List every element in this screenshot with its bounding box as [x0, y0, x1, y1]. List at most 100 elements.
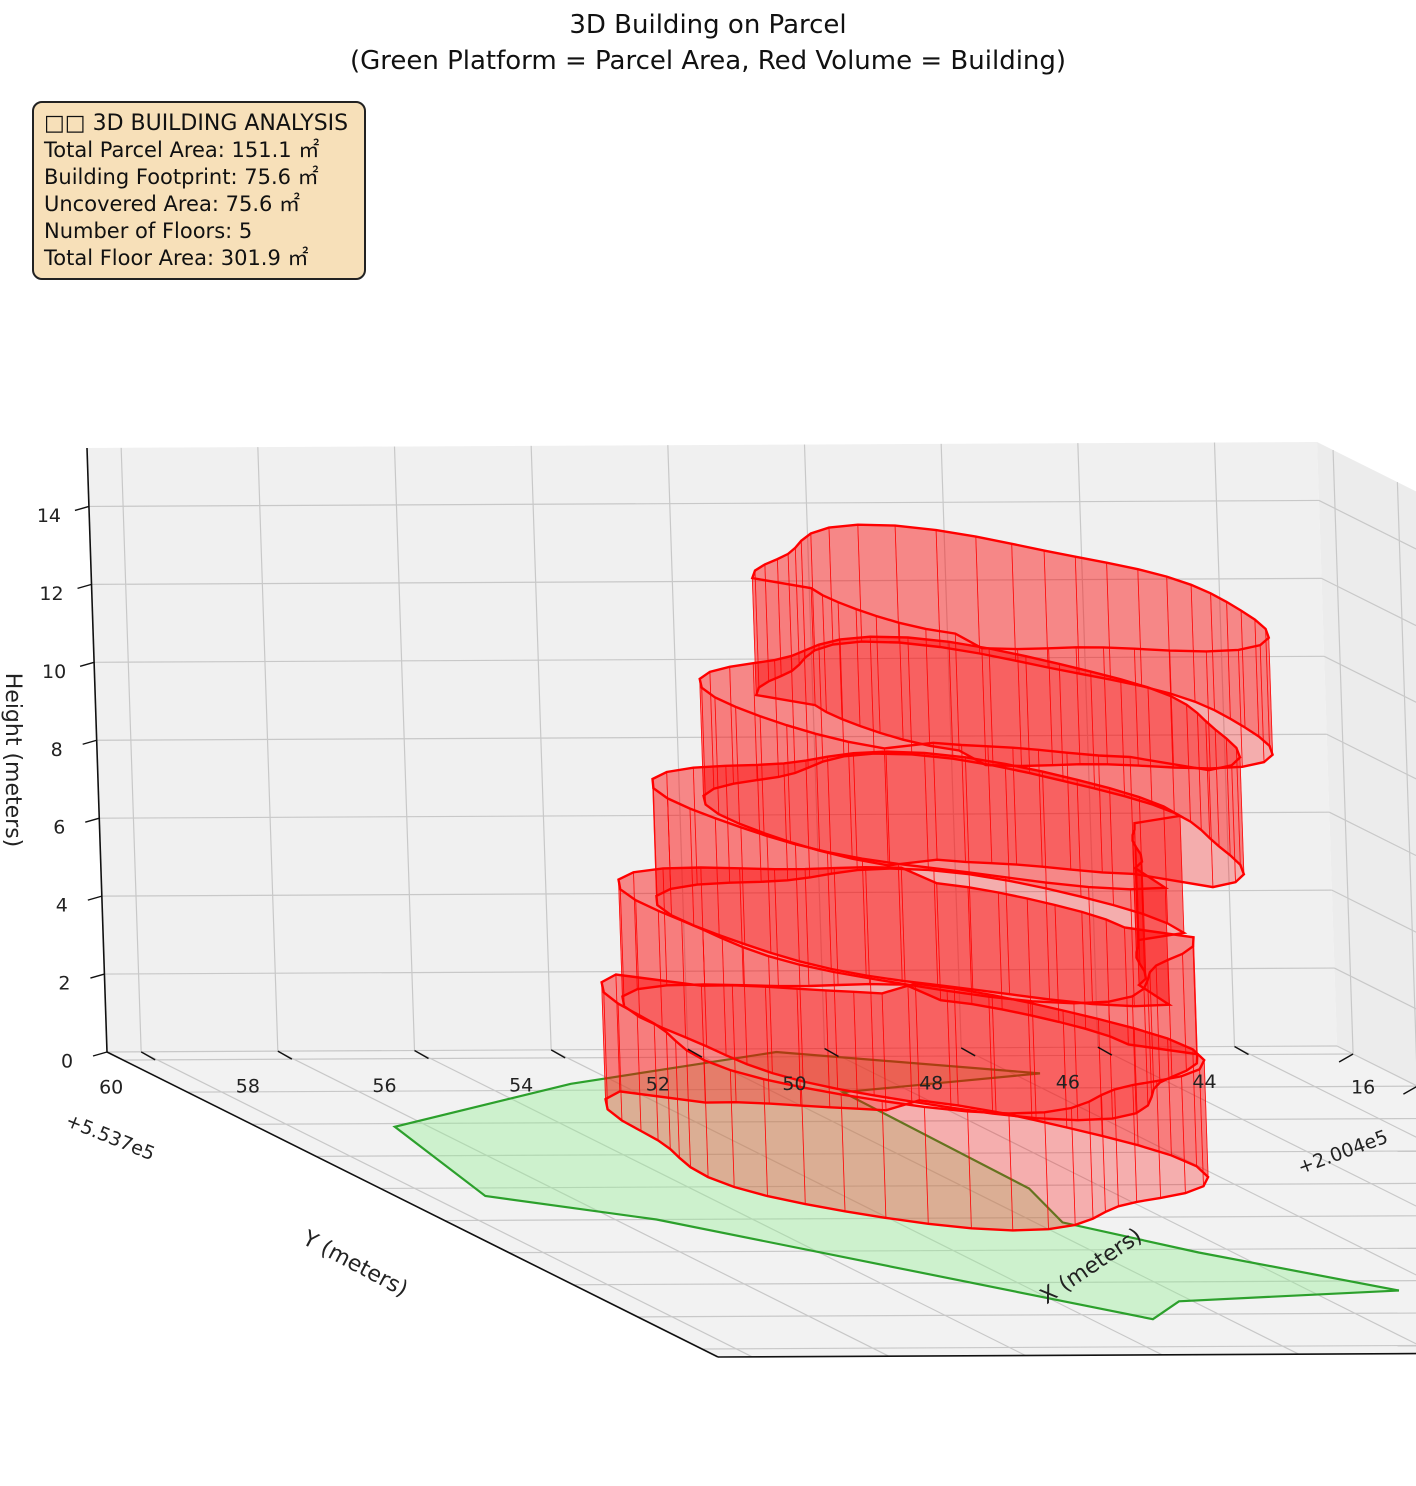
grid-line — [824, 1047, 1416, 1345]
building-wall — [1005, 876, 1051, 1000]
building-wall — [923, 1106, 972, 1229]
z-tick-label: 0 — [61, 1051, 73, 1073]
building-wall — [1073, 1001, 1113, 1121]
x-tick — [1338, 1053, 1354, 1063]
y-tick — [140, 1051, 156, 1061]
z-tick — [87, 895, 103, 901]
building-floor — [750, 523, 1275, 770]
x-tick-label: 16 — [1351, 1077, 1375, 1099]
building-wall — [1129, 756, 1214, 888]
info-box-line: Total Parcel Area: 151.1 ㎡ — [44, 138, 320, 162]
y-offset-label: +5.537e5 — [63, 1110, 158, 1166]
grid-line — [106, 1045, 1338, 1053]
grid-line — [88, 499, 1319, 508]
y-tick — [277, 1050, 293, 1060]
building-volume — [600, 523, 1275, 1232]
y-tick — [1234, 1045, 1249, 1056]
grid-line — [251, 1117, 1416, 1125]
building-wall — [869, 978, 913, 1103]
y-tick-label: 56 — [372, 1075, 396, 1097]
y-tick — [960, 1047, 976, 1057]
grid-line — [104, 967, 1335, 975]
building-floor — [617, 865, 1199, 1122]
building-wall — [968, 872, 1011, 995]
axis-lines — [86, 447, 1416, 1358]
grid-line — [187, 1085, 1416, 1093]
building-wall — [833, 971, 875, 1096]
building-wall — [1169, 650, 1211, 769]
building-wall — [1156, 1075, 1186, 1199]
grid-line — [637, 1312, 1416, 1318]
building-wall — [1208, 764, 1236, 888]
grid-line — [257, 447, 279, 1052]
building-roof-outline — [698, 635, 1242, 772]
parcel-polygon — [392, 1050, 1400, 1321]
building-wall — [1103, 646, 1139, 767]
building-wall — [1130, 887, 1170, 1007]
building-floor — [698, 635, 1246, 889]
building-floor-outline — [655, 867, 1188, 1008]
z-tick — [90, 973, 105, 979]
building-wall — [1045, 882, 1093, 1005]
info-box-line: Building Footprint: 75.6 ㎡ — [44, 165, 319, 189]
building-wall — [1237, 644, 1265, 768]
y-tick-label: 46 — [1056, 1072, 1080, 1094]
z-tick-label: 10 — [42, 661, 66, 683]
z-tick — [79, 661, 95, 667]
building-wall — [861, 858, 903, 982]
z-axis-label: Height (meters) — [0, 673, 25, 848]
building-roof-outline — [617, 865, 1195, 1005]
parcel-platform — [392, 1050, 1400, 1321]
grid-line — [667, 445, 689, 1050]
info-box-line: Uncovered Area: 75.6 ㎡ — [44, 192, 301, 216]
z-axis-line — [86, 447, 108, 1053]
grid-line — [701, 1344, 1416, 1350]
z-tick-label: 6 — [53, 817, 65, 839]
building-wall — [1133, 648, 1175, 768]
building-wall — [1098, 755, 1135, 875]
building-wall — [933, 867, 974, 990]
y-tick — [824, 1047, 839, 1058]
building-floor-outline — [702, 752, 1246, 889]
y-tick-label: 60 — [99, 1076, 123, 1098]
grid-line — [508, 1247, 1416, 1254]
grid-line — [1234, 1045, 1416, 1138]
building-wall — [981, 647, 1022, 767]
y-tick — [1097, 1046, 1113, 1056]
building-roof-outline — [600, 973, 1206, 1115]
grid-line — [277, 1050, 890, 1357]
grid-line — [687, 1048, 1300, 1355]
grid-line — [99, 811, 1330, 819]
y-tick-label: 58 — [236, 1076, 260, 1098]
building-wall — [883, 742, 938, 866]
grid-line — [803, 444, 826, 1049]
back-right-pane — [1317, 442, 1416, 1086]
building-roof-outline — [750, 523, 1271, 653]
z-tick-label: 2 — [58, 973, 70, 995]
z-tick — [85, 817, 100, 823]
z-tick-label: 14 — [37, 505, 61, 527]
building-floor-outline — [604, 1090, 1210, 1232]
grid-line — [550, 1049, 1163, 1356]
building-wall — [1108, 995, 1137, 1120]
building-wall — [847, 741, 889, 866]
grid-line — [91, 577, 1322, 585]
building-wall — [1066, 752, 1103, 873]
grid-line — [530, 445, 552, 1050]
z-tick — [82, 739, 97, 745]
grid-line — [1213, 442, 1236, 1047]
building-wall — [840, 1093, 887, 1219]
y-tick — [550, 1049, 566, 1059]
grid-line — [1097, 1046, 1416, 1207]
grid-line — [380, 1182, 1416, 1190]
z-tick-label: 4 — [56, 895, 68, 917]
grid-line — [960, 1047, 1416, 1276]
building-wall — [1008, 1111, 1049, 1231]
grid-line — [393, 446, 416, 1051]
grid-line — [573, 1280, 1416, 1286]
y-tick — [687, 1048, 703, 1058]
building-wall — [897, 863, 939, 986]
grid-line — [1332, 450, 1354, 1055]
info-box-header: □□ 3D BUILDING ANALYSIS — [44, 111, 349, 136]
